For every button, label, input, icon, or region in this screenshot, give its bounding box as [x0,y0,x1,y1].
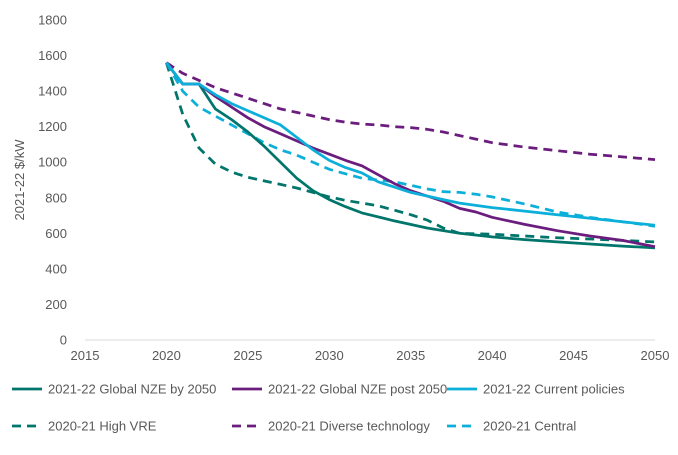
y-tick-label: 800 [45,190,67,205]
y-tick-label: 1400 [38,84,67,99]
x-tick-label: 2040 [478,348,507,363]
y-tick-labels: 0 200 400 600 800 1000 1200 1400 1600 1800 [38,13,67,348]
y-tick-label: 200 [45,297,67,312]
y-tick-label: 600 [45,226,67,241]
x-tick-label: 2015 [71,348,100,363]
y-tick-label: 1600 [38,48,67,63]
x-tick-label: 2050 [641,348,670,363]
legend: 2021-22 Global NZE by 2050 2021-22 Global… [12,382,625,434]
x-tick-label: 2025 [233,348,262,363]
x-tick-labels: 2015 2020 2025 2030 2035 2040 2045 2050 [71,348,670,363]
legend-label: 2020-21 Central [483,419,576,434]
legend-label: 2020-21 Diverse technology [268,419,430,434]
y-tick-label: 1000 [38,155,67,170]
x-tick-label: 2030 [315,348,344,363]
y-tick-label: 0 [60,333,67,348]
x-tick-label: 2035 [396,348,425,363]
legend-label: 2021-22 Global NZE by 2050 [48,382,216,397]
legend-label: 2020-21 High VRE [48,419,157,434]
series-lines [165,61,656,250]
legend-label: 2021-22 Global NZE post 2050 [268,382,447,397]
series-line-2 [165,61,656,249]
series-line-6 [165,62,656,228]
y-tick-label: 400 [45,261,67,276]
legend-label: 2021-22 Current policies [483,382,625,397]
series-line-5 [165,61,656,161]
y-axis-title: 2021-22 $/kW [12,139,27,221]
x-tick-label: 2020 [152,348,181,363]
y-tick-label: 1200 [38,119,67,134]
series-line-3 [165,61,656,227]
series-line-1 [165,61,656,250]
x-tick-label: 2045 [559,348,588,363]
y-tick-label: 1800 [38,13,67,28]
